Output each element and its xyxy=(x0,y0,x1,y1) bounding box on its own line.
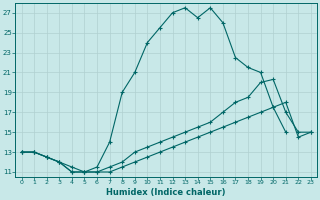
X-axis label: Humidex (Indice chaleur): Humidex (Indice chaleur) xyxy=(107,188,226,197)
